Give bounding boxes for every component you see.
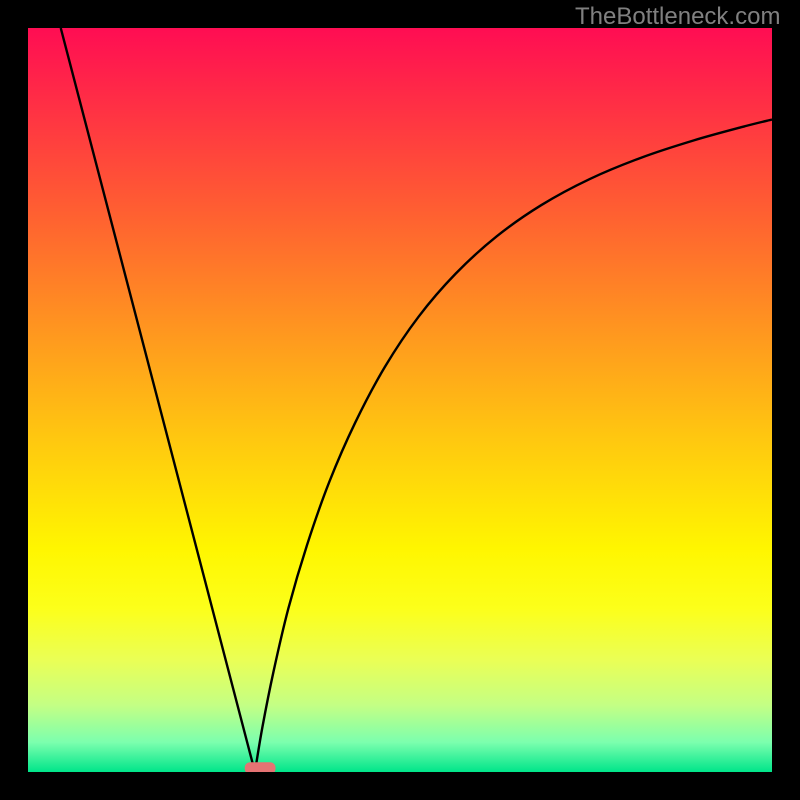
gradient-background <box>28 28 772 772</box>
bottleneck-chart <box>28 28 772 772</box>
watermark-text: TheBottleneck.com <box>575 3 780 31</box>
optimal-point-marker <box>245 763 275 772</box>
chart-container: TheBottleneck.com <box>0 0 800 800</box>
